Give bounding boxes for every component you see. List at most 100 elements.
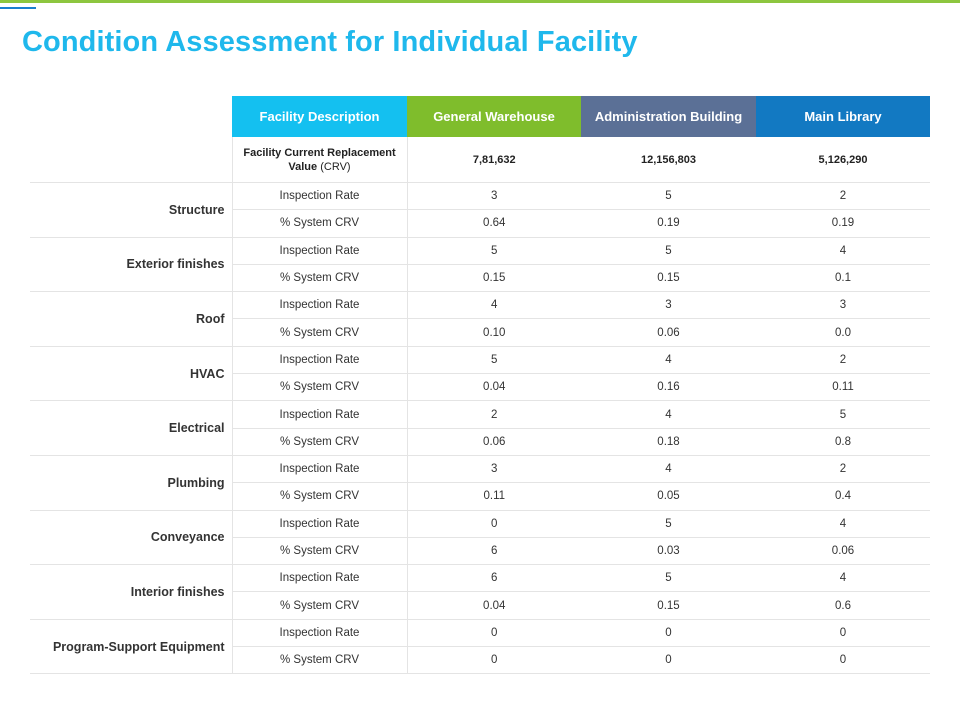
system-crv-value: 0.11 bbox=[407, 482, 581, 511]
inspection-rate-value: 4 bbox=[407, 291, 581, 320]
inspection-rate-value: 0 bbox=[407, 619, 581, 648]
system-crv-value: 0 bbox=[581, 646, 756, 675]
inspection-rate-value: 5 bbox=[581, 182, 756, 211]
category-label: HVAC bbox=[30, 346, 232, 402]
page-title: Condition Assessment for Individual Faci… bbox=[22, 26, 638, 58]
table-row: % System CRV 0.04 0.15 0.6 bbox=[30, 591, 930, 620]
inspection-rate-value: 2 bbox=[756, 455, 930, 484]
category-label: Electrical bbox=[30, 400, 232, 456]
table-row: % System CRV 0.15 0.15 0.1 bbox=[30, 264, 930, 293]
crv-blank-cell bbox=[30, 137, 232, 183]
system-crv-value: 0.8 bbox=[756, 428, 930, 456]
system-crv-value: 6 bbox=[407, 537, 581, 566]
system-crv-value: 0.4 bbox=[756, 482, 930, 511]
crv-value-administration-building: 12,156,803 bbox=[581, 137, 756, 183]
system-crv-value: 0.0 bbox=[756, 318, 930, 347]
metric-label-system-crv: % System CRV bbox=[231, 591, 408, 620]
metric-label-system-crv: % System CRV bbox=[231, 537, 408, 566]
inspection-rate-value: 5 bbox=[581, 564, 756, 593]
crv-label-bold: Facility Current Replacement Value bbox=[243, 146, 396, 173]
inspection-rate-value: 5 bbox=[581, 510, 756, 538]
table-row: % System CRV 0.04 0.16 0.11 bbox=[30, 373, 930, 402]
system-crv-value: 0.06 bbox=[407, 428, 581, 456]
inspection-rate-value: 4 bbox=[756, 510, 930, 538]
table-row: % System CRV 0 0 0 bbox=[30, 646, 930, 675]
metric-label-inspection-rate: Inspection Rate bbox=[231, 346, 408, 375]
system-crv-value: 0.6 bbox=[756, 591, 930, 620]
system-crv-value: 0 bbox=[407, 646, 581, 675]
inspection-rate-value: 2 bbox=[407, 400, 581, 429]
inspection-rate-value: 4 bbox=[581, 455, 756, 484]
system-crv-value: 0.19 bbox=[581, 209, 756, 238]
category-label: Plumbing bbox=[30, 455, 232, 511]
metric-label-inspection-rate: Inspection Rate bbox=[231, 400, 408, 429]
metric-label-system-crv: % System CRV bbox=[231, 264, 408, 293]
top-accent-bar bbox=[0, 7, 36, 9]
system-crv-value: 0.04 bbox=[407, 373, 581, 402]
table-row: Plumbing Inspection Rate 3 4 2 bbox=[30, 455, 930, 511]
category-label: Roof bbox=[30, 291, 232, 347]
header-facility-description: Facility Description bbox=[232, 96, 407, 137]
table-row: Electrical Inspection Rate 2 4 5 bbox=[30, 400, 930, 456]
metric-label-system-crv: % System CRV bbox=[231, 646, 408, 675]
crv-value-general-warehouse: 7,81,632 bbox=[407, 137, 581, 183]
inspection-rate-value: 5 bbox=[407, 237, 581, 265]
system-crv-value: 0.06 bbox=[581, 318, 756, 347]
category-label: Interior finishes bbox=[30, 564, 232, 620]
table-row: Structure Inspection Rate 3 5 2 bbox=[30, 182, 930, 238]
metric-label-inspection-rate: Inspection Rate bbox=[231, 182, 408, 211]
metric-label-inspection-rate: Inspection Rate bbox=[231, 510, 408, 538]
metric-label-system-crv: % System CRV bbox=[231, 482, 408, 511]
system-crv-value: 0.64 bbox=[407, 209, 581, 238]
table-row: Roof Inspection Rate 4 3 3 bbox=[30, 291, 930, 347]
inspection-rate-value: 2 bbox=[756, 182, 930, 211]
system-crv-value: 0.15 bbox=[407, 264, 581, 293]
table-row: Conveyance Inspection Rate 0 5 4 bbox=[30, 510, 930, 566]
system-crv-value: 0 bbox=[756, 646, 930, 675]
system-crv-value: 0.11 bbox=[756, 373, 930, 402]
top-divider-line bbox=[0, 0, 960, 3]
inspection-rate-value: 4 bbox=[581, 346, 756, 375]
metric-label-inspection-rate: Inspection Rate bbox=[231, 564, 408, 593]
table-row: % System CRV 0.06 0.18 0.8 bbox=[30, 428, 930, 456]
crv-label: Facility Current Replacement Value (CRV) bbox=[231, 137, 408, 183]
header-main-library: Main Library bbox=[756, 96, 930, 137]
inspection-rate-value: 0 bbox=[407, 510, 581, 538]
table-row: Exterior finishes Inspection Rate 5 5 4 bbox=[30, 237, 930, 293]
category-label: Program-Support Equipment bbox=[30, 619, 232, 675]
inspection-rate-value: 5 bbox=[581, 237, 756, 265]
system-crv-value: 0.10 bbox=[407, 318, 581, 347]
inspection-rate-value: 3 bbox=[407, 455, 581, 484]
crv-value-main-library: 5,126,290 bbox=[756, 137, 930, 183]
inspection-rate-value: 4 bbox=[581, 400, 756, 429]
inspection-rate-value: 3 bbox=[581, 291, 756, 320]
header-administration-building: Administration Building bbox=[581, 96, 756, 137]
metric-label-inspection-rate: Inspection Rate bbox=[231, 237, 408, 265]
metric-label-system-crv: % System CRV bbox=[231, 318, 408, 347]
system-crv-value: 0.18 bbox=[581, 428, 756, 456]
inspection-rate-value: 0 bbox=[581, 619, 756, 648]
crv-label-suffix: (CRV) bbox=[317, 160, 351, 173]
system-crv-value: 0.16 bbox=[581, 373, 756, 402]
category-label: Structure bbox=[30, 182, 232, 238]
system-crv-value: 0.03 bbox=[581, 537, 756, 566]
inspection-rate-value: 2 bbox=[756, 346, 930, 375]
system-crv-value: 0.15 bbox=[581, 591, 756, 620]
inspection-rate-value: 6 bbox=[407, 564, 581, 593]
system-crv-value: 0.04 bbox=[407, 591, 581, 620]
system-crv-value: 0.1 bbox=[756, 264, 930, 293]
metric-label-system-crv: % System CRV bbox=[231, 428, 408, 456]
category-label: Conveyance bbox=[30, 510, 232, 566]
system-crv-value: 0.19 bbox=[756, 209, 930, 238]
metric-label-inspection-rate: Inspection Rate bbox=[231, 619, 408, 648]
inspection-rate-value: 3 bbox=[407, 182, 581, 211]
table-row: Interior finishes Inspection Rate 6 5 4 bbox=[30, 564, 930, 620]
metric-label-system-crv: % System CRV bbox=[231, 209, 408, 238]
table-row: % System CRV 6 0.03 0.06 bbox=[30, 537, 930, 566]
inspection-rate-value: 5 bbox=[407, 346, 581, 375]
metric-label-inspection-rate: Inspection Rate bbox=[231, 291, 408, 320]
header-general-warehouse: General Warehouse bbox=[407, 96, 581, 137]
header-blank-cell bbox=[30, 96, 232, 137]
table-row: Program-Support Equipment Inspection Rate… bbox=[30, 619, 930, 675]
condition-assessment-table: Facility Description General Warehouse A… bbox=[30, 96, 930, 675]
